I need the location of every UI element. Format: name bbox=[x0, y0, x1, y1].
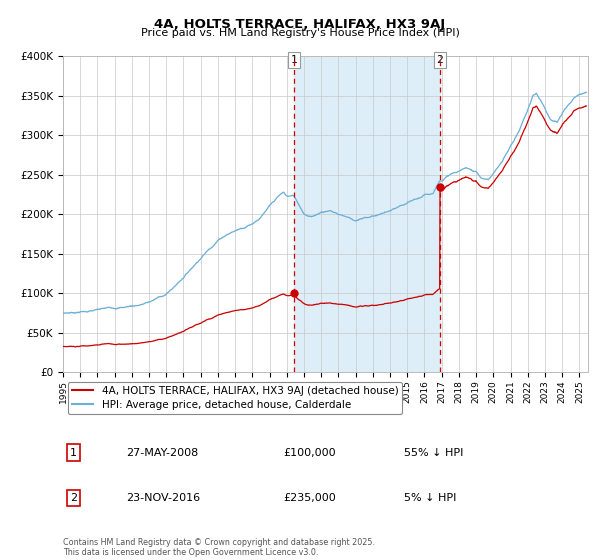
Text: £100,000: £100,000 bbox=[284, 448, 336, 458]
Text: 5% ↓ HPI: 5% ↓ HPI bbox=[404, 493, 457, 503]
Text: 2: 2 bbox=[70, 493, 77, 503]
Text: £235,000: £235,000 bbox=[284, 493, 336, 503]
Text: Price paid vs. HM Land Registry's House Price Index (HPI): Price paid vs. HM Land Registry's House … bbox=[140, 28, 460, 38]
Text: 1: 1 bbox=[70, 448, 77, 458]
Text: 27-MAY-2008: 27-MAY-2008 bbox=[126, 448, 198, 458]
Text: 55% ↓ HPI: 55% ↓ HPI bbox=[404, 448, 464, 458]
Text: 2: 2 bbox=[437, 55, 443, 65]
Legend: 4A, HOLTS TERRACE, HALIFAX, HX3 9AJ (detached house), HPI: Average price, detach: 4A, HOLTS TERRACE, HALIFAX, HX3 9AJ (det… bbox=[68, 381, 403, 414]
Text: 23-NOV-2016: 23-NOV-2016 bbox=[126, 493, 200, 503]
Bar bbox=[294, 56, 440, 372]
Text: 1: 1 bbox=[290, 55, 297, 65]
Text: Contains HM Land Registry data © Crown copyright and database right 2025.
This d: Contains HM Land Registry data © Crown c… bbox=[63, 538, 375, 557]
Text: 4A, HOLTS TERRACE, HALIFAX, HX3 9AJ: 4A, HOLTS TERRACE, HALIFAX, HX3 9AJ bbox=[154, 18, 446, 31]
